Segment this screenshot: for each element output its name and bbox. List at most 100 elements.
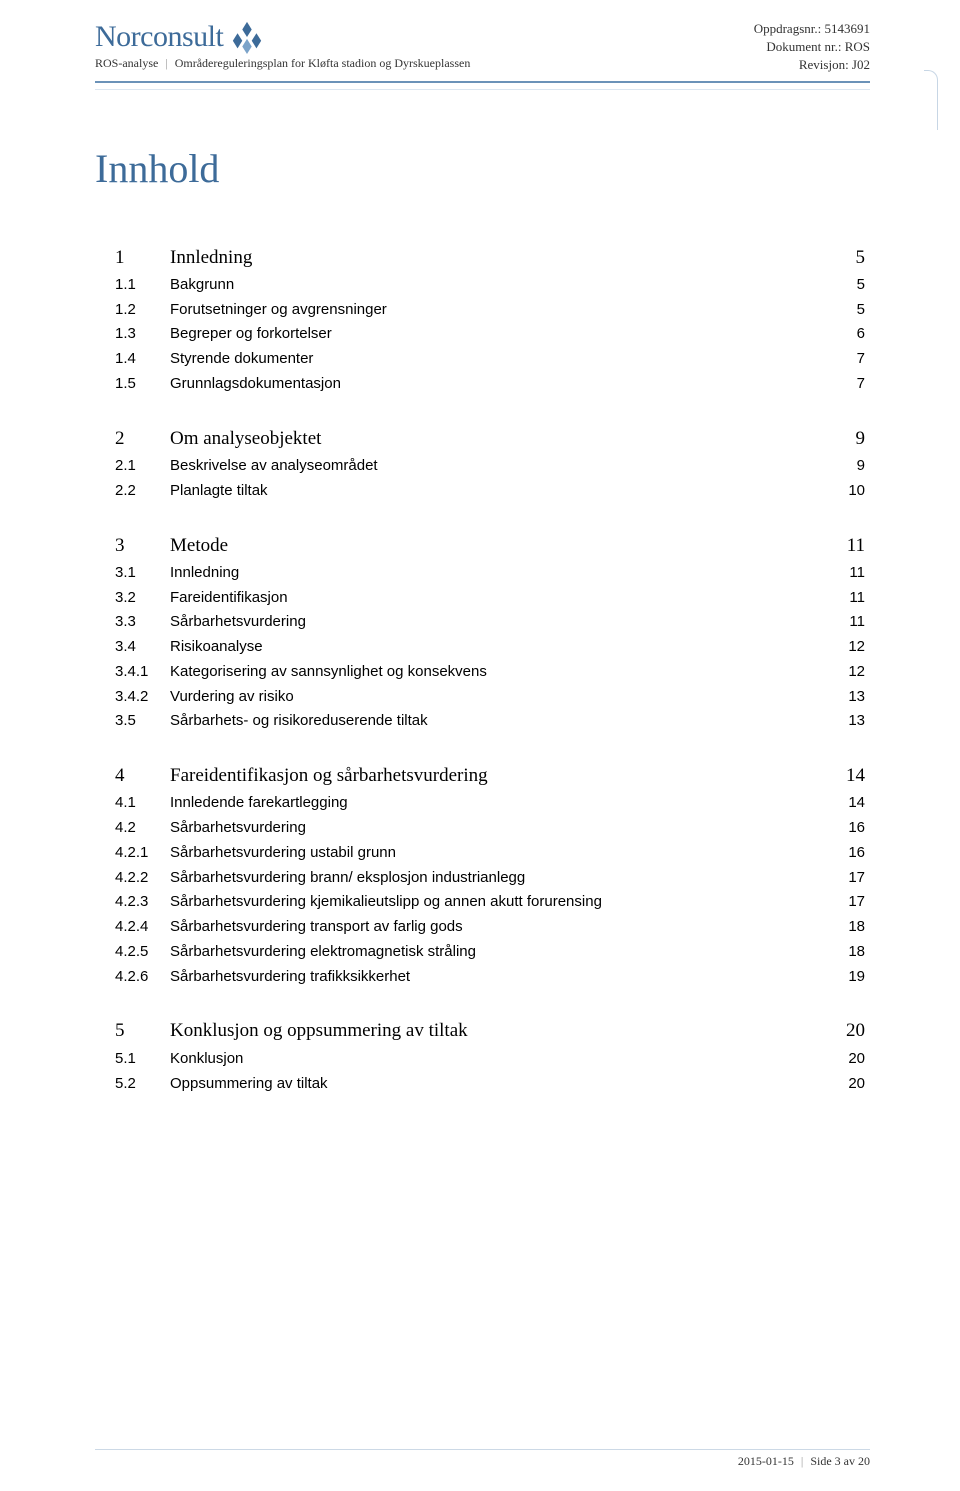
sub-left: ROS-analyse [95, 56, 158, 70]
toc-row: 1.1Bakgrunn5 [115, 273, 865, 298]
toc-number: 1 [115, 242, 170, 273]
table-of-contents: 1Innledning51.1Bakgrunn51.2Forutsetninge… [115, 242, 865, 1097]
toc-page: 12 [848, 635, 865, 660]
toc-row: 3.4Risikoanalyse12 [115, 635, 865, 660]
toc-page: 13 [848, 685, 865, 710]
toc-page: 5 [857, 273, 865, 298]
toc-page: 14 [846, 760, 865, 791]
toc-number: 4.2.6 [115, 965, 170, 990]
toc-page: 10 [848, 479, 865, 504]
logo-block: Norconsult ROS-analyse | Områderegulerin… [95, 20, 470, 71]
toc-number: 3.3 [115, 610, 170, 635]
page-title: Innhold [95, 145, 870, 192]
toc-number: 3 [115, 530, 170, 561]
header-rule-thin [95, 89, 870, 90]
toc-section: 5Konklusjon og oppsummering av tiltak205… [115, 1015, 865, 1096]
toc-row: 4.2.4Sårbarhetsvurdering transport av fa… [115, 915, 865, 940]
toc-number: 3.4 [115, 635, 170, 660]
toc-number: 3.5 [115, 709, 170, 734]
toc-page: 11 [849, 586, 865, 611]
toc-title: Innledning [170, 242, 252, 273]
toc-title: Planlagte tiltak [170, 479, 268, 504]
toc-page: 5 [857, 298, 865, 323]
toc-title: Kategorisering av sannsynlighet og konse… [170, 660, 487, 685]
toc-page: 13 [848, 709, 865, 734]
toc-title: Sårbarhetsvurdering ustabil grunn [170, 841, 396, 866]
toc-number: 4 [115, 760, 170, 791]
toc-title: Sårbarhetsvurdering elektromagnetisk str… [170, 940, 476, 965]
sub-right: Områdereguleringsplan for Kløfta stadion… [175, 56, 471, 70]
toc-row: 3.4.2Vurdering av risiko 13 [115, 685, 865, 710]
toc-number: 2 [115, 423, 170, 454]
toc-row: 5Konklusjon og oppsummering av tiltak20 [115, 1015, 865, 1046]
toc-page: 11 [849, 610, 865, 635]
toc-section: 1Innledning51.1Bakgrunn51.2Forutsetninge… [115, 242, 865, 397]
toc-number: 4.2.3 [115, 890, 170, 915]
toc-row: 1.3Begreper og forkortelser6 [115, 322, 865, 347]
toc-title: Sårbarhetsvurdering [170, 610, 306, 635]
toc-row: 4.2Sårbarhetsvurdering16 [115, 816, 865, 841]
toc-page: 20 [848, 1047, 865, 1072]
toc-number: 1.2 [115, 298, 170, 323]
toc-row: 4.2.1Sårbarhetsvurdering ustabil grunn 16 [115, 841, 865, 866]
toc-section: 4Fareidentifikasjon og sårbarhetsvurderi… [115, 760, 865, 989]
toc-number: 5.1 [115, 1047, 170, 1072]
toc-page: 16 [848, 841, 865, 866]
toc-page: 7 [857, 372, 865, 397]
toc-page: 11 [847, 530, 865, 561]
header-rule-thick [95, 81, 870, 83]
toc-page: 12 [848, 660, 865, 685]
toc-row: 3.3Sårbarhetsvurdering 11 [115, 610, 865, 635]
toc-title: Styrende dokumenter [170, 347, 313, 372]
toc-page: 17 [848, 866, 865, 891]
toc-title: Vurdering av risiko [170, 685, 294, 710]
toc-row: 2.1Beskrivelse av analyseområdet9 [115, 454, 865, 479]
toc-title: Om analyseobjektet [170, 423, 321, 454]
toc-page: 19 [848, 965, 865, 990]
toc-number: 3.4.2 [115, 685, 170, 710]
toc-title: Bakgrunn [170, 273, 234, 298]
toc-page: 5 [856, 242, 866, 273]
page-footer: 2015-01-15 | Side 3 av 20 [95, 1449, 870, 1469]
toc-row: 4.2.5Sårbarhetsvurdering elektromagnetis… [115, 940, 865, 965]
toc-section: 3Metode113.1Innledning113.2Fareidentifik… [115, 530, 865, 735]
toc-title: Beskrivelse av analyseområdet [170, 454, 378, 479]
toc-number: 3.2 [115, 586, 170, 611]
toc-number: 2.2 [115, 479, 170, 504]
company-name: Norconsult [95, 20, 223, 54]
toc-number: 5 [115, 1015, 170, 1046]
toc-row: 3.5Sårbarhets- og risikoreduserende tilt… [115, 709, 865, 734]
toc-page: 18 [848, 915, 865, 940]
toc-row: 3.4.1Kategorisering av sannsynlighet og … [115, 660, 865, 685]
toc-row: 2.2Planlagte tiltak 10 [115, 479, 865, 504]
toc-title: Sårbarhetsvurdering brann/ eksplosjon in… [170, 866, 525, 891]
meta-line-1: Oppdragsnr.: 5143691 [754, 20, 870, 38]
toc-title: Sårbarhetsvurdering trafikksikkerhet [170, 965, 410, 990]
toc-row: 4.2.6Sårbarhetsvurdering trafikksikkerhe… [115, 965, 865, 990]
toc-number: 1.3 [115, 322, 170, 347]
toc-row: 2Om analyseobjektet 9 [115, 423, 865, 454]
separator: | [161, 56, 171, 70]
toc-page: 14 [848, 791, 865, 816]
toc-title: Innledende farekartlegging [170, 791, 348, 816]
toc-row: 1Innledning 5 [115, 242, 865, 273]
toc-page: 20 [848, 1072, 865, 1097]
toc-row: 4.2.2Sårbarhetsvurdering brann/ eksplosj… [115, 866, 865, 891]
toc-number: 4.2.1 [115, 841, 170, 866]
toc-number: 4.2.5 [115, 940, 170, 965]
toc-row: 1.4Styrende dokumenter7 [115, 347, 865, 372]
toc-number: 3.1 [115, 561, 170, 586]
toc-row: 4.1Innledende farekartlegging14 [115, 791, 865, 816]
toc-row: 3Metode11 [115, 530, 865, 561]
toc-page: 9 [856, 423, 866, 454]
toc-page: 11 [849, 561, 865, 586]
footer-date: 2015-01-15 [738, 1454, 794, 1468]
toc-page: 16 [848, 816, 865, 841]
meta-line-2: Dokument nr.: ROS [754, 38, 870, 56]
toc-number: 4.2.4 [115, 915, 170, 940]
toc-title: Sårbarhetsvurdering [170, 816, 306, 841]
toc-title: Fareidentifikasjon og sårbarhetsvurderin… [170, 760, 488, 791]
toc-title: Konklusjon [170, 1047, 243, 1072]
toc-title: Sårbarhetsvurdering kjemikalieutslipp og… [170, 890, 602, 915]
footer-page: Side 3 av 20 [810, 1454, 870, 1468]
